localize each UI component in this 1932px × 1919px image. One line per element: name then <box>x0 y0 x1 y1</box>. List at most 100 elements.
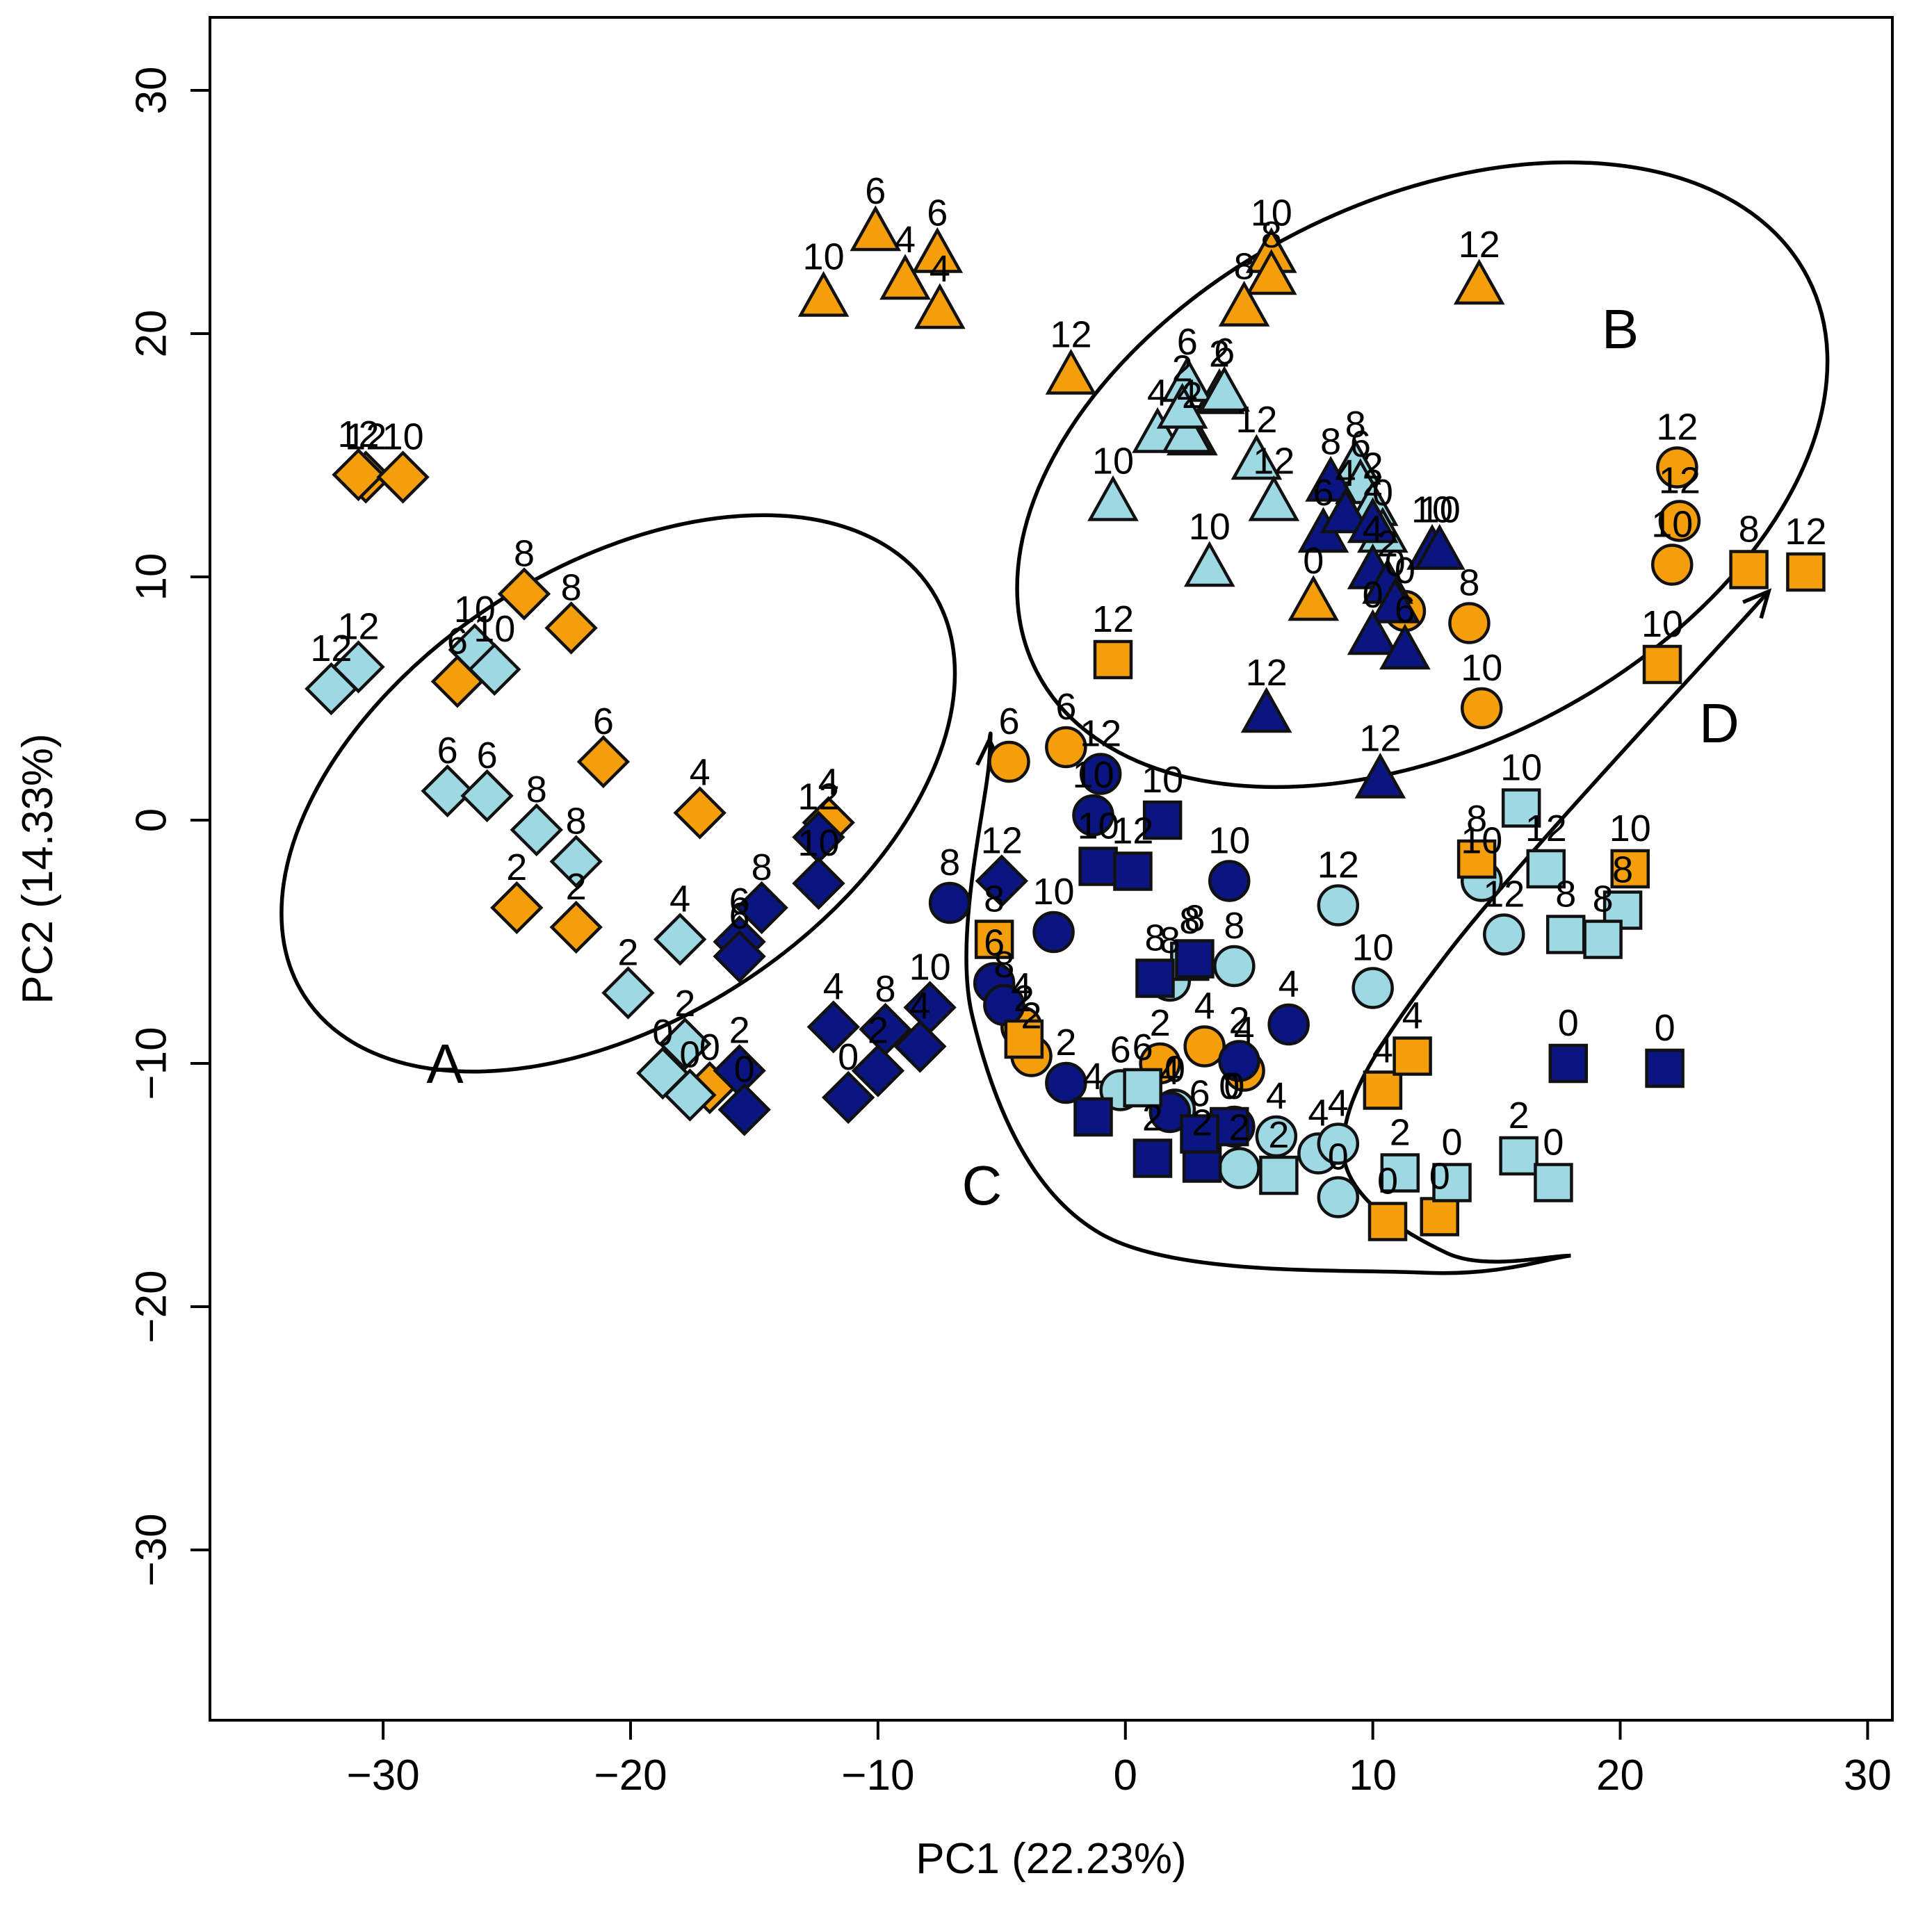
circle-point-navy <box>983 983 1025 1027</box>
point-label: 2 <box>617 932 638 974</box>
diamond-point-orange <box>673 786 726 840</box>
square-point-orange <box>1786 552 1826 592</box>
point-label: 4 <box>1372 1029 1393 1071</box>
point-label: 0 <box>652 1012 673 1054</box>
diamond-point-lightblue <box>460 769 514 823</box>
square-point-lightblue <box>1545 915 1586 954</box>
point-label: 2 <box>1390 1112 1411 1154</box>
point-label: 12 <box>337 414 379 455</box>
square-point-orange <box>1456 839 1497 879</box>
point-label: 4 <box>1234 1010 1255 1052</box>
point-label: 2 <box>1172 348 1193 390</box>
square-point-orange <box>1367 1202 1408 1241</box>
point-label: 8 <box>1612 849 1633 891</box>
point-label: 4 <box>1194 986 1215 1027</box>
circle-point-navy <box>1218 1040 1260 1082</box>
point-label: 8 <box>1224 905 1244 947</box>
point-label: 12 <box>1235 399 1277 441</box>
point-label: 10 <box>1609 808 1651 849</box>
point-label: 0 <box>1543 1122 1564 1163</box>
square-point-navy <box>1078 847 1118 886</box>
point-label: 0 <box>1328 1136 1349 1178</box>
point-label: 10 <box>1072 754 1114 796</box>
point-label: 8 <box>526 769 547 810</box>
point-label: 2 <box>1150 1002 1171 1044</box>
point-label: 6 <box>593 701 614 742</box>
point-label: 6 <box>729 881 750 922</box>
point-label: 8 <box>1593 879 1614 920</box>
point-label: 10 <box>1078 806 1119 847</box>
triangle-point-navy <box>1320 487 1372 534</box>
point-label: 8 <box>984 879 1005 920</box>
diamond-point-lightblue <box>421 764 474 818</box>
diamond-point-lightblue <box>653 913 707 966</box>
square-point-lightblue <box>1583 920 1623 959</box>
circle-point-orange <box>1460 687 1503 730</box>
point-label: 2 <box>1509 1095 1529 1136</box>
point-label: 12 <box>1317 844 1359 886</box>
point-label: 4 <box>1335 452 1356 494</box>
point-label: 2 <box>1363 446 1383 487</box>
region-label-A: A <box>426 1033 464 1095</box>
point-label: 4 <box>1402 995 1423 1037</box>
square-point-orange <box>1420 1197 1459 1236</box>
x-tick-label: 0 <box>1114 1751 1137 1799</box>
trajectory-curve-D <box>1341 590 1771 1264</box>
circle-point-navy <box>1079 753 1122 795</box>
diamond-point-lightblue <box>601 966 655 1020</box>
square-point-navy <box>1645 1048 1685 1088</box>
square-point-navy <box>1142 800 1183 840</box>
circle-point-orange <box>1045 726 1087 769</box>
point-label: 2 <box>1055 1022 1076 1063</box>
diamond-point-lightblue <box>549 835 603 888</box>
triangle-point-navy <box>1347 609 1399 655</box>
point-label: 6 <box>437 730 458 771</box>
point-label: 10 <box>1092 441 1134 482</box>
diamond-point-orange <box>376 450 430 504</box>
point-label: 4 <box>895 219 916 261</box>
square-point-orange <box>1393 1036 1432 1076</box>
point-label: 6 <box>865 170 886 212</box>
point-label: 0 <box>1429 1156 1450 1198</box>
circle-point-orange <box>1183 1025 1226 1068</box>
point-label: 0 <box>1363 574 1383 616</box>
point-label: 2 <box>1142 1097 1163 1139</box>
x-tick-label: 10 <box>1349 1751 1397 1799</box>
triangle-point-orange <box>1453 259 1505 305</box>
point-label: 0 <box>1385 543 1406 585</box>
triangle-point-navy <box>1305 455 1356 502</box>
square-point-orange <box>1363 1070 1403 1110</box>
square-point-lightblue <box>1526 849 1566 889</box>
point-label: 0 <box>1655 1007 1675 1049</box>
point-label: 4 <box>1177 373 1198 414</box>
point-label: 8 <box>514 533 535 575</box>
region-label-C: C <box>961 1154 1002 1216</box>
x-tick-label: 20 <box>1596 1751 1644 1799</box>
circle-point-orange <box>1656 446 1698 489</box>
point-label: 8 <box>875 968 896 1010</box>
y-tick-label: 0 <box>127 808 175 832</box>
point-label: 8 <box>561 567 582 609</box>
point-label: 12 <box>1080 713 1121 755</box>
point-label: 8 <box>566 801 587 842</box>
x-tick-label: −20 <box>594 1751 667 1799</box>
point-label: 2 <box>1182 375 1203 416</box>
point-label: 4 <box>1147 373 1168 414</box>
diamond-point-navy <box>903 981 957 1034</box>
point-label: 0 <box>1442 1122 1463 1163</box>
point-label: 10 <box>382 416 424 458</box>
y-tick-label: 30 <box>127 67 175 115</box>
cluster-ellipse-B <box>1015 160 1830 790</box>
point-label: 0 <box>1219 1065 1240 1107</box>
square-point-navy <box>1180 1114 1219 1154</box>
point-label: 12 <box>1525 808 1567 849</box>
triangle-point-orange <box>879 254 931 300</box>
point-label: 12 <box>345 416 387 458</box>
cluster-overlays <box>279 160 1830 1275</box>
point-label: 8 <box>1160 920 1180 961</box>
triangle-point-navy <box>1413 523 1466 570</box>
point-label: 8 <box>752 847 772 888</box>
point-label: 10 <box>1461 647 1502 689</box>
point-label: 6 <box>1214 331 1235 373</box>
cluster-ellipse-A <box>279 513 957 1074</box>
